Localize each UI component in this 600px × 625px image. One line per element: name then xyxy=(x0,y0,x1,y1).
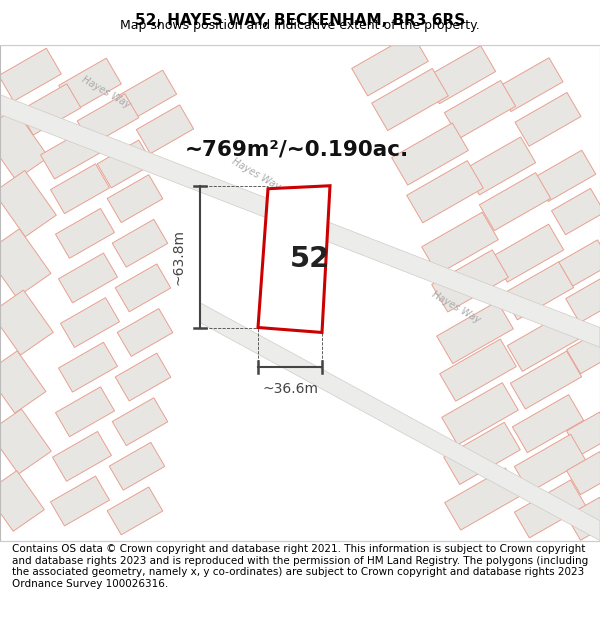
Polygon shape xyxy=(493,224,563,282)
Polygon shape xyxy=(566,279,600,322)
Polygon shape xyxy=(445,468,521,530)
Polygon shape xyxy=(112,398,168,446)
Polygon shape xyxy=(112,219,168,267)
Polygon shape xyxy=(0,171,56,237)
Polygon shape xyxy=(566,452,600,494)
Polygon shape xyxy=(109,442,165,490)
Polygon shape xyxy=(0,290,53,355)
Polygon shape xyxy=(55,208,115,258)
Polygon shape xyxy=(407,161,484,222)
Polygon shape xyxy=(0,48,61,101)
Polygon shape xyxy=(107,487,163,535)
Polygon shape xyxy=(512,394,584,452)
Text: 52: 52 xyxy=(289,244,329,272)
Polygon shape xyxy=(0,351,46,413)
Polygon shape xyxy=(119,70,176,119)
Polygon shape xyxy=(59,58,121,111)
Polygon shape xyxy=(422,212,499,274)
Polygon shape xyxy=(19,84,81,135)
Polygon shape xyxy=(115,353,171,401)
Polygon shape xyxy=(551,188,600,235)
Polygon shape xyxy=(508,313,578,371)
Polygon shape xyxy=(534,150,596,201)
Text: ~36.6m: ~36.6m xyxy=(262,382,318,396)
Polygon shape xyxy=(61,298,119,348)
Polygon shape xyxy=(424,46,496,104)
Text: ~769m²/~0.190ac.: ~769m²/~0.190ac. xyxy=(185,139,409,159)
Polygon shape xyxy=(514,434,586,492)
Polygon shape xyxy=(497,58,563,111)
Polygon shape xyxy=(445,81,515,138)
Polygon shape xyxy=(200,302,600,541)
Polygon shape xyxy=(0,409,51,474)
Polygon shape xyxy=(371,68,448,131)
Text: Contains OS data © Crown copyright and database right 2021. This information is : Contains OS data © Crown copyright and d… xyxy=(12,544,588,589)
Polygon shape xyxy=(392,123,469,185)
Polygon shape xyxy=(40,129,100,179)
Polygon shape xyxy=(117,309,173,356)
Polygon shape xyxy=(437,301,514,364)
Polygon shape xyxy=(515,92,581,146)
Polygon shape xyxy=(52,431,112,481)
Text: ~63.8m: ~63.8m xyxy=(171,229,185,284)
Text: Map shows position and indicative extent of the property.: Map shows position and indicative extent… xyxy=(120,19,480,32)
Polygon shape xyxy=(440,339,517,401)
Polygon shape xyxy=(431,250,508,312)
Polygon shape xyxy=(107,175,163,222)
Polygon shape xyxy=(50,476,110,526)
Polygon shape xyxy=(514,480,586,538)
Polygon shape xyxy=(97,140,153,188)
Text: Hayes Way: Hayes Way xyxy=(430,290,482,326)
Polygon shape xyxy=(566,498,600,540)
Polygon shape xyxy=(566,331,600,374)
Polygon shape xyxy=(58,342,118,392)
Polygon shape xyxy=(115,264,171,312)
Polygon shape xyxy=(258,186,330,332)
Polygon shape xyxy=(55,387,115,437)
Polygon shape xyxy=(502,262,574,320)
Polygon shape xyxy=(479,173,551,231)
Polygon shape xyxy=(0,94,600,348)
Polygon shape xyxy=(511,351,581,409)
Polygon shape xyxy=(443,422,520,484)
Polygon shape xyxy=(58,253,118,303)
Polygon shape xyxy=(0,229,51,298)
Polygon shape xyxy=(136,105,194,154)
Polygon shape xyxy=(0,471,44,531)
Polygon shape xyxy=(566,412,600,455)
Polygon shape xyxy=(77,94,139,145)
Polygon shape xyxy=(442,382,518,445)
Polygon shape xyxy=(464,137,536,195)
Text: 52, HAYES WAY, BECKENHAM, BR3 6RS: 52, HAYES WAY, BECKENHAM, BR3 6RS xyxy=(135,12,465,28)
Text: Hayes Way: Hayes Way xyxy=(80,74,132,111)
Polygon shape xyxy=(559,240,600,286)
Text: Hayes Way: Hayes Way xyxy=(230,156,282,192)
Polygon shape xyxy=(352,34,428,96)
Polygon shape xyxy=(50,164,110,214)
Polygon shape xyxy=(0,108,49,180)
